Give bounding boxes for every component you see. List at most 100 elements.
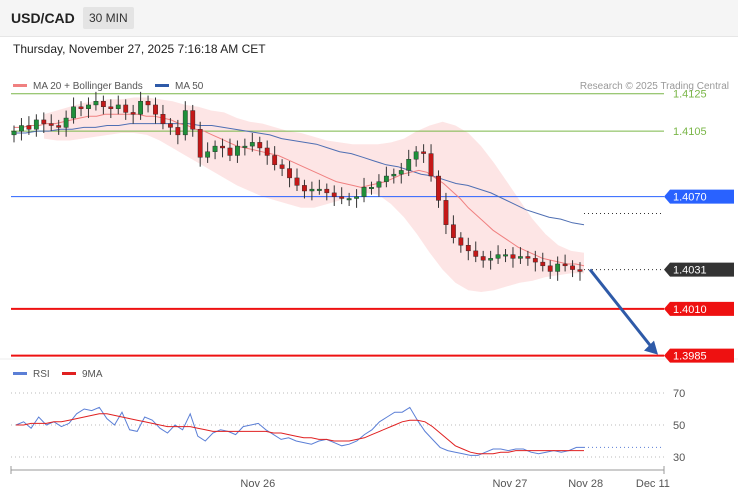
candle-body: [361, 187, 367, 197]
candle-body: [525, 256, 531, 259]
candle-body: [391, 173, 397, 177]
price-label-bg: [664, 262, 734, 277]
candle-body: [33, 119, 39, 130]
price-label-text: 1.4070: [673, 192, 707, 204]
candle-body: [518, 256, 523, 259]
ma50-line: [14, 123, 585, 226]
candle-body: [383, 175, 389, 182]
candle-body: [205, 151, 211, 158]
candle-body: [577, 269, 583, 272]
candle-body: [41, 119, 47, 124]
legend-item-ma20: MA 20 + Bollinger Bands: [13, 81, 143, 92]
price-label-text: 1.4031: [673, 265, 707, 277]
candle-body: [436, 175, 441, 201]
candle-body: [480, 256, 486, 261]
price-label-1.4125: 1.4125: [673, 89, 707, 101]
candle-body: [503, 254, 508, 257]
price-label-text: 1.4010: [673, 304, 707, 316]
candle-body: [160, 114, 166, 124]
candle-body: [175, 127, 181, 136]
timeframe-badge[interactable]: 30 MIN: [83, 7, 134, 29]
candle-body: [130, 112, 136, 115]
candles: [11, 91, 583, 281]
candle-body: [123, 104, 129, 113]
rsi-tick-30: 30: [673, 452, 685, 464]
candle-body: [108, 106, 114, 109]
candle-body: [309, 188, 315, 192]
legend-swatch-rsi-ma: [62, 371, 76, 375]
candle-body: [153, 104, 158, 115]
price-label-1.4105: 1.4105: [673, 126, 707, 138]
candle-body: [488, 258, 494, 261]
candle-body: [71, 106, 76, 119]
candle-body: [167, 123, 173, 128]
candle-body: [570, 265, 575, 270]
legend-label-ma50: MA 50: [175, 81, 204, 92]
candle-body: [547, 265, 553, 272]
price-label-1.4010: 1.4010: [664, 301, 734, 316]
candle-body: [331, 192, 337, 197]
candle-body: [26, 125, 32, 130]
chart-header: USD/CAD 30 MIN: [0, 0, 738, 37]
candle-body: [264, 147, 270, 156]
candle-body: [324, 188, 330, 194]
candle-body: [48, 123, 54, 126]
candle-body: [56, 125, 62, 128]
bollinger-band-area: [44, 97, 584, 292]
rsi-tick-50: 50: [673, 420, 685, 432]
candle-body: [398, 170, 404, 175]
candle-body: [249, 142, 255, 147]
candle-body: [465, 245, 471, 252]
candle-body: [532, 258, 538, 263]
candle-body: [115, 104, 121, 109]
candle-body: [354, 196, 359, 199]
candle-body: [540, 261, 546, 267]
x-tick-label: Dec 11: [636, 478, 670, 490]
candle-body: [19, 125, 24, 132]
copyright-notice: Research © 2025 Trading Central: [579, 81, 729, 92]
candle-body: [242, 145, 248, 148]
legend-label-rsi: RSI: [33, 369, 50, 380]
candle-body: [406, 158, 412, 171]
candle-body: [443, 200, 449, 225]
candle-body: [555, 263, 561, 272]
candle-body: [235, 145, 240, 156]
candle-body: [287, 168, 292, 179]
rsi-series-rsi: [15, 406, 584, 456]
symbol-title: USD/CAD: [11, 10, 75, 26]
candle-body: [182, 110, 188, 136]
candle-body: [272, 155, 278, 166]
candle-body: [339, 196, 345, 199]
price-label-text: 1.3985: [673, 351, 707, 363]
candle-body: [138, 100, 144, 115]
legend-label-rsi-ma: 9MA: [82, 369, 103, 380]
ma20-line: [14, 113, 585, 267]
candle-body: [458, 237, 464, 246]
candle-body: [197, 129, 203, 158]
candle-body: [212, 145, 218, 152]
legend-swatch-ma50: [155, 83, 169, 87]
candle-body: [86, 104, 91, 109]
x-tick-label: Nov 28: [568, 478, 603, 490]
price-label-1.3985: 1.3985: [664, 348, 734, 363]
candle-body: [78, 106, 84, 109]
candle-body: [227, 147, 233, 156]
candle-body: [220, 145, 225, 149]
legend-item-rsi-ma: 9MA: [62, 369, 103, 380]
rsi-series-9ma: [16, 413, 584, 455]
price-label-1.4070: 1.4070: [664, 189, 734, 204]
price-label-bg: [664, 189, 734, 204]
x-tick-label: Nov 26: [240, 478, 275, 490]
candle-body: [190, 110, 196, 130]
legend-item-ma50: MA 50: [155, 81, 203, 92]
candle-body: [93, 100, 99, 106]
candle-body: [450, 224, 456, 238]
candle-body: [473, 250, 479, 257]
rsi-tick-70: 70: [673, 388, 685, 400]
price-label-bg: [664, 301, 734, 316]
candle-body: [294, 177, 300, 186]
candle-body: [495, 254, 501, 259]
candle-body: [369, 187, 374, 189]
price-label-bg: [664, 348, 734, 363]
